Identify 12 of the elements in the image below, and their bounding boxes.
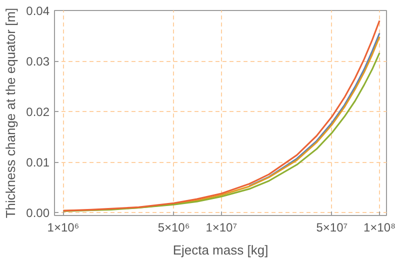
x-tick-label: 5×10⁶: [158, 220, 190, 234]
x-axis-title: Ejecta mass [kg]: [172, 242, 268, 258]
x-tick-label: 1×10⁷: [206, 220, 238, 234]
y-axis-title: Thickness change at the equator [m]: [3, 8, 18, 218]
x-tick-label: 1×10⁶: [47, 220, 80, 234]
x-tick-label: 5×10⁷: [316, 220, 348, 234]
y-tick-label: 0.00: [26, 206, 50, 220]
y-tick-label: 0.02: [26, 105, 50, 120]
x-tick-label: 1×10⁸: [363, 220, 396, 234]
y-tick-label: 0.01: [26, 156, 50, 170]
y-tick-label: 0.04: [26, 4, 50, 18]
y-tick-label: 0.03: [26, 54, 50, 69]
